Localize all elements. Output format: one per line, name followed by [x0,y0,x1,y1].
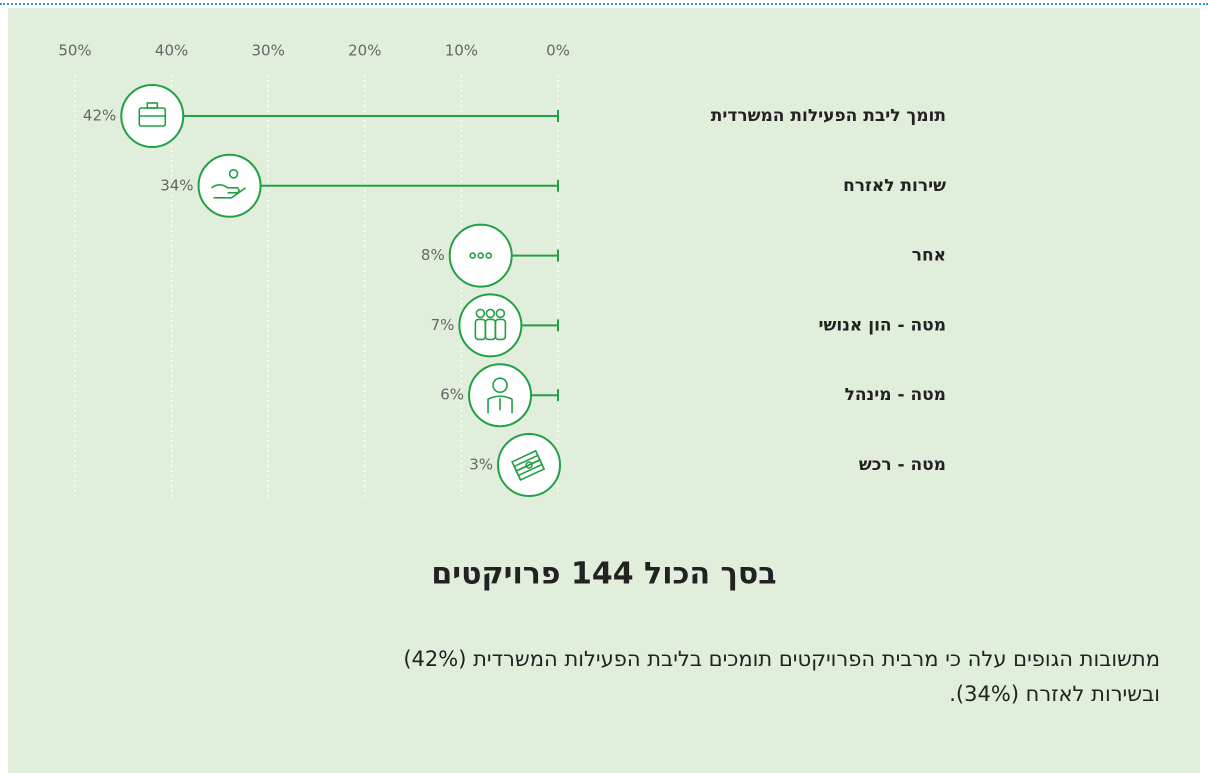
panel [8,8,1200,773]
x-tick-label: 40% [155,42,188,60]
icon [511,449,546,482]
icon-part [485,308,496,319]
icon-part [525,461,533,469]
icon [469,252,493,259]
category-label: שירות לאזרח [843,176,946,196]
icon-part [146,102,159,109]
icon-part [494,318,507,341]
marker [458,293,523,358]
x-tick-label: 50% [58,42,91,60]
x-tick-label: 20% [348,42,381,60]
icon-part [487,395,513,414]
marker [468,363,533,428]
value-label: 42% [83,107,116,125]
icon-part [469,252,477,259]
top-border [0,3,1208,5]
category-label: מטה - מינהל [845,385,946,405]
icon-part [492,377,508,394]
value-label: 34% [160,176,193,194]
marker [197,153,262,218]
caption: מתשובות הגופים עלה כי מרבית הפרויקטים תו… [60,642,1160,712]
icon [474,308,507,341]
icon-part [211,184,247,199]
category-label: מטה - הון אנושי [819,315,947,335]
icon-part [475,308,486,319]
x-tick-label: 10% [445,42,478,60]
icon [211,169,247,199]
caption-line: מתשובות הגופים עלה כי מרבית הפרויקטים תו… [403,647,1160,671]
icon [487,377,513,414]
value-label: 3% [469,456,493,474]
category-label: אחר [912,246,946,266]
marker [448,223,513,288]
x-tick-label: 30% [252,42,285,60]
caption-line: ובשירות לאזרח (34%). [949,682,1160,706]
category-label: מטה - רכש [859,455,946,475]
icon-part [228,169,239,179]
value-label: 6% [440,386,464,404]
x-tick-label: 0% [546,42,570,60]
value-label: 8% [421,246,445,264]
value-label: 7% [431,316,455,334]
icon-part [495,308,506,319]
icon [138,102,167,127]
icon-part [485,252,493,259]
category-label: תומך ליבת הפעילות המשרדית [711,106,946,126]
icon-part [477,252,485,259]
chart-title: בסך הכול 144 פרויקטים [431,557,776,592]
icon-part [515,458,546,482]
